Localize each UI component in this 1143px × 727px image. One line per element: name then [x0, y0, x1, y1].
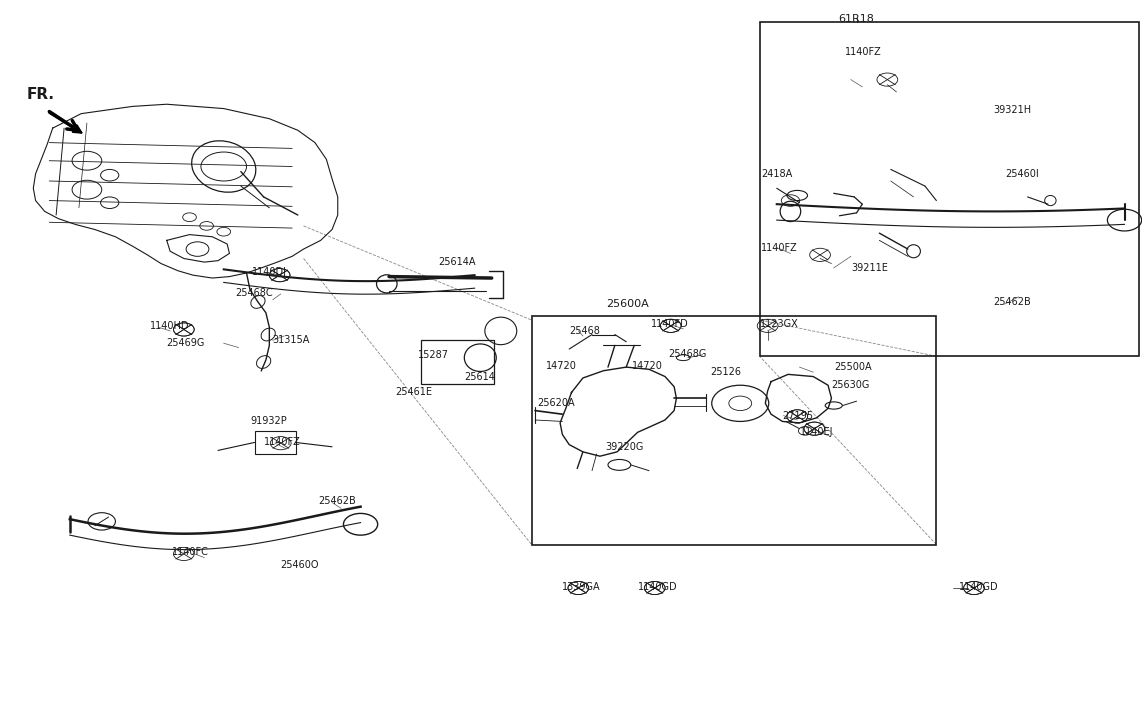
Text: 25614: 25614 — [464, 371, 495, 382]
Text: 25620A: 25620A — [537, 398, 575, 409]
Text: 1140EJ: 1140EJ — [800, 427, 833, 438]
Text: 1140FZ: 1140FZ — [264, 437, 301, 446]
Text: 1140FZ: 1140FZ — [845, 47, 882, 57]
Text: 14720: 14720 — [546, 361, 577, 371]
Text: 1140FD: 1140FD — [652, 318, 689, 329]
Text: 25469G: 25469G — [167, 338, 205, 348]
Text: 1339GA: 1339GA — [562, 582, 601, 592]
Text: 61R18: 61R18 — [839, 15, 874, 25]
Text: 1140FC: 1140FC — [173, 547, 209, 557]
Text: 25614A: 25614A — [438, 257, 475, 267]
Text: 1140GD: 1140GD — [959, 582, 999, 592]
Text: 1140GD: 1140GD — [638, 582, 678, 592]
Text: 25460O: 25460O — [281, 560, 319, 570]
Text: 25468G: 25468G — [669, 349, 706, 359]
Text: 25462B: 25462B — [319, 496, 357, 506]
Text: 14720: 14720 — [632, 361, 663, 371]
Text: 25461E: 25461E — [394, 387, 432, 398]
Text: 1140DJ: 1140DJ — [253, 267, 287, 276]
Text: 1140HD: 1140HD — [150, 321, 189, 331]
Text: 39321H: 39321H — [993, 105, 1031, 115]
Bar — [255, 431, 296, 454]
Text: 25126: 25126 — [711, 367, 742, 377]
Text: 39220G: 39220G — [606, 442, 645, 451]
Text: 39211E: 39211E — [850, 263, 888, 273]
Text: 27195: 27195 — [783, 411, 814, 421]
Text: 25460I: 25460I — [1005, 169, 1039, 179]
Text: 25600A: 25600A — [606, 300, 648, 309]
Text: 25462B: 25462B — [993, 297, 1031, 307]
Bar — [531, 316, 936, 545]
Text: 25630G: 25630G — [831, 380, 870, 390]
Text: 25500A: 25500A — [833, 362, 871, 372]
Text: 1123GX: 1123GX — [760, 318, 799, 329]
Text: 31315A: 31315A — [273, 335, 310, 345]
Bar — [421, 340, 494, 384]
Text: 1140FZ: 1140FZ — [761, 243, 798, 252]
Text: 25468C: 25468C — [235, 288, 273, 298]
Text: 15287: 15287 — [417, 350, 448, 360]
Text: 91932P: 91932P — [250, 417, 287, 427]
Bar — [760, 22, 1140, 356]
Text: 25468: 25468 — [569, 326, 600, 336]
Text: FR.: FR. — [26, 87, 55, 102]
Text: 2418A: 2418A — [761, 169, 792, 179]
